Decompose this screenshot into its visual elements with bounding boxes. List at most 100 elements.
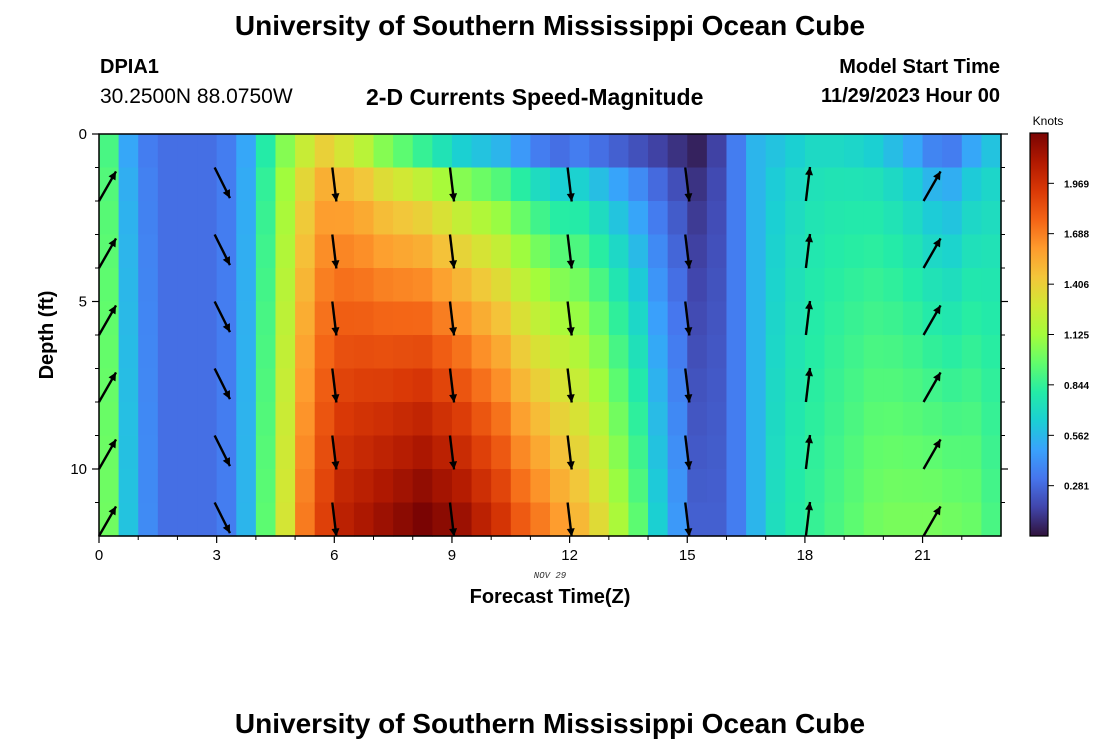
heatmap-cell xyxy=(824,167,845,202)
heatmap-cell xyxy=(942,335,963,370)
heatmap-cell xyxy=(569,268,590,303)
heatmap-cell xyxy=(314,435,335,470)
heatmap-cell xyxy=(177,268,198,303)
heatmap-cell xyxy=(765,134,786,169)
heatmap-cell xyxy=(99,268,120,303)
x-tick-label: 18 xyxy=(797,547,814,564)
heatmap-cell xyxy=(746,167,767,202)
heatmap-cell xyxy=(981,134,1002,169)
heatmap-cell xyxy=(197,402,218,437)
heatmap-cell xyxy=(275,234,296,269)
current-vector-arrow xyxy=(97,371,118,403)
heatmap-cell xyxy=(746,201,767,236)
heatmap-cell xyxy=(451,335,473,370)
heatmap-cell xyxy=(824,234,845,269)
heatmap-cell xyxy=(138,368,159,403)
current-vector-arrow xyxy=(213,300,232,333)
heatmap-cell xyxy=(687,134,708,169)
colorbar-gradient xyxy=(1029,132,1049,537)
heatmap-cell xyxy=(530,134,551,169)
heatmap-cell xyxy=(981,502,1002,537)
colorbar-tick-label: 1.969 xyxy=(1064,179,1089,190)
heatmap-cell xyxy=(667,201,688,236)
heatmap-cell xyxy=(491,234,512,269)
heatmap-cell xyxy=(118,167,139,202)
heatmap-cell xyxy=(922,201,943,236)
current-vector-arrow xyxy=(97,304,118,336)
heatmap-cell xyxy=(804,402,826,437)
heatmap-cell xyxy=(648,335,669,370)
heatmap-cell xyxy=(550,301,571,336)
heatmap-cell xyxy=(138,268,159,303)
heatmap-cell xyxy=(275,268,296,303)
heatmap-cell xyxy=(118,268,139,303)
heatmap-cell xyxy=(863,435,884,470)
heatmap-cell xyxy=(902,469,924,504)
heatmap-cell xyxy=(373,301,394,336)
heatmap-cell xyxy=(569,201,590,236)
heatmap-cell xyxy=(844,502,865,537)
heatmap-cell xyxy=(510,301,531,336)
heatmap-cell xyxy=(785,335,806,370)
heatmap-cell xyxy=(471,335,492,370)
heatmap-cell xyxy=(510,134,531,169)
heatmap-cell xyxy=(883,301,904,336)
heatmap-cell xyxy=(353,502,375,537)
y-axis: 0 5 10 xyxy=(70,126,1008,503)
heatmap-cell xyxy=(569,469,590,504)
heatmap-cell xyxy=(726,435,747,470)
heatmap-cell xyxy=(295,167,316,202)
heatmap-cell xyxy=(961,368,982,403)
heatmap-cell xyxy=(432,368,453,403)
current-vector-arrow xyxy=(213,434,232,467)
heatmap-cell xyxy=(902,435,924,470)
heatmap-cell xyxy=(118,201,139,236)
heatmap-cell xyxy=(902,368,924,403)
heatmap-cell xyxy=(902,402,924,437)
heatmap-cell xyxy=(491,335,512,370)
heatmap-cell xyxy=(648,368,669,403)
heatmap-cell xyxy=(255,335,277,370)
heatmap-cell xyxy=(432,134,453,169)
heatmap-cell xyxy=(687,301,708,336)
heatmap-cell xyxy=(373,502,394,537)
heatmap-cell xyxy=(157,435,179,470)
heatmap-cell xyxy=(628,201,649,236)
heatmap-cell xyxy=(393,134,414,169)
heatmap-cell xyxy=(255,167,277,202)
heatmap-cell xyxy=(648,301,669,336)
heatmap-cell xyxy=(550,435,571,470)
y-tick-label: 5 xyxy=(79,294,87,311)
heatmap-cell xyxy=(491,301,512,336)
heatmap-cell xyxy=(236,435,257,470)
heatmap-cell xyxy=(746,435,767,470)
heatmap-cell xyxy=(353,301,375,336)
heatmap-cell xyxy=(530,234,551,269)
heatmap-cell xyxy=(275,435,296,470)
heatmap-cell xyxy=(844,234,865,269)
current-vector-arrow xyxy=(97,237,118,269)
heatmap-cell xyxy=(765,402,786,437)
heatmap-cell xyxy=(491,167,512,202)
colorbar-tick-label: 0.562 xyxy=(1064,431,1089,442)
current-vector-arrow xyxy=(684,234,693,269)
heatmap-cell xyxy=(353,435,375,470)
heatmap-cell xyxy=(275,301,296,336)
current-vector-arrow xyxy=(97,438,118,470)
heatmap-cell xyxy=(550,167,571,202)
current-vector-arrow xyxy=(213,367,232,400)
heatmap-cell xyxy=(216,167,237,202)
heatmap-cell xyxy=(785,402,806,437)
heatmap-cell xyxy=(353,201,375,236)
heatmap-cell xyxy=(491,268,512,303)
heatmap-cell xyxy=(608,368,630,403)
heatmap-cell xyxy=(569,502,590,537)
colorbar-tick-label: 1.125 xyxy=(1064,331,1089,342)
heatmap-cell xyxy=(491,502,512,537)
heatmap-cell xyxy=(216,502,237,537)
heatmap-cell xyxy=(863,301,884,336)
heatmap-cell xyxy=(667,502,688,537)
heatmap-cell xyxy=(726,301,747,336)
current-vector-arrow xyxy=(331,301,340,336)
model-start-time-label: Model Start Time xyxy=(839,56,1000,78)
